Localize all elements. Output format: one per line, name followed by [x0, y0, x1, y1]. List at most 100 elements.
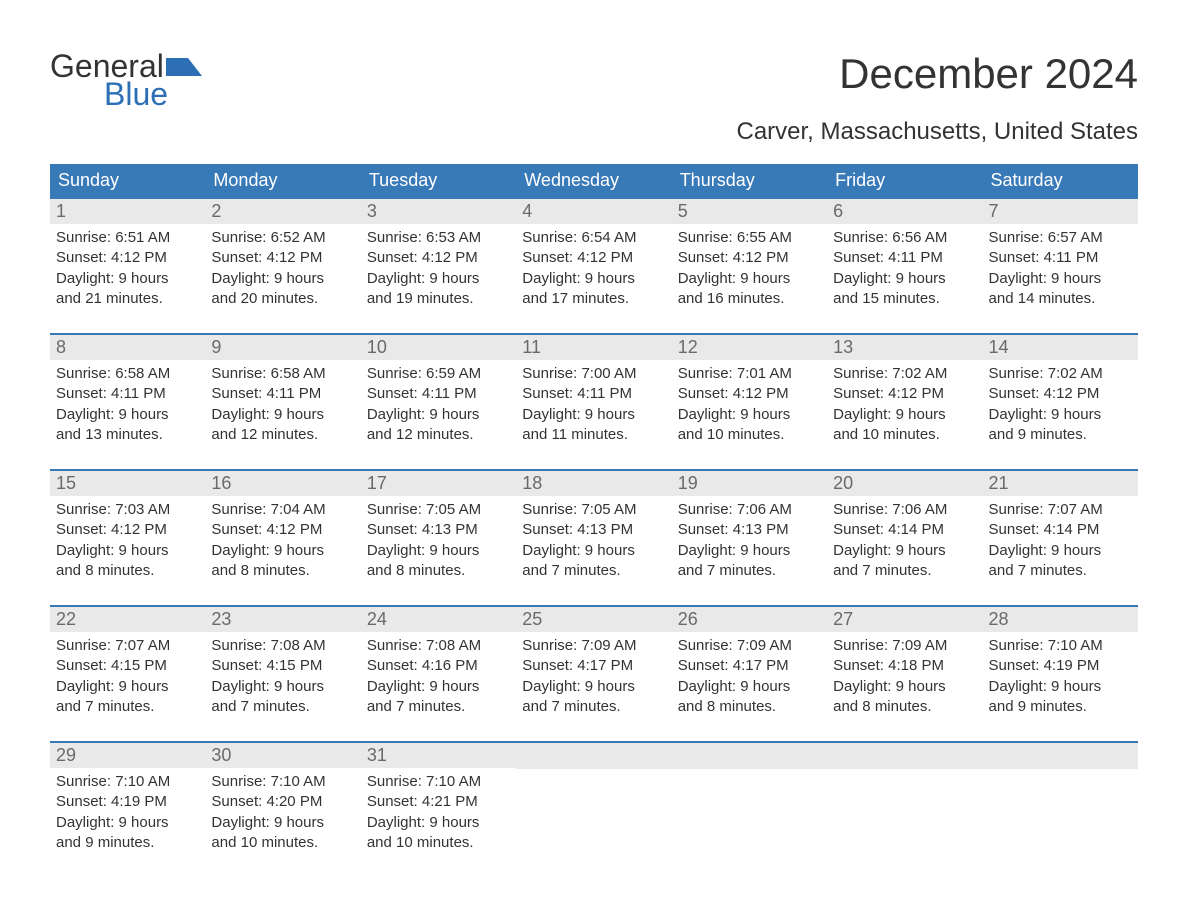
- day-number: 26: [672, 607, 827, 632]
- sunset-text: Sunset: 4:11 PM: [56, 384, 199, 404]
- day-cell: 24Sunrise: 7:08 AMSunset: 4:16 PMDayligh…: [361, 607, 516, 727]
- sunrise-text: Sunrise: 7:00 AM: [522, 364, 665, 384]
- sunrise-text: Sunrise: 7:06 AM: [678, 500, 821, 520]
- day-number: 12: [672, 335, 827, 360]
- day-number: 1: [50, 199, 205, 224]
- day-details: Sunrise: 7:00 AMSunset: 4:11 PMDaylight:…: [516, 360, 671, 451]
- day-details: Sunrise: 6:58 AMSunset: 4:11 PMDaylight:…: [205, 360, 360, 451]
- daylight-text: and 10 minutes.: [833, 425, 976, 445]
- day-cell: 8Sunrise: 6:58 AMSunset: 4:11 PMDaylight…: [50, 335, 205, 455]
- daylight-text: and 7 minutes.: [522, 561, 665, 581]
- sunset-text: Sunset: 4:12 PM: [56, 248, 199, 268]
- sunrise-text: Sunrise: 7:02 AM: [833, 364, 976, 384]
- day-cell: 7Sunrise: 6:57 AMSunset: 4:11 PMDaylight…: [983, 199, 1138, 319]
- daylight-text: Daylight: 9 hours: [367, 269, 510, 289]
- flag-icon: [166, 54, 202, 78]
- daylight-text: and 8 minutes.: [678, 697, 821, 717]
- daylight-text: and 7 minutes.: [211, 697, 354, 717]
- daylight-text: Daylight: 9 hours: [522, 405, 665, 425]
- day-number: [983, 743, 1138, 769]
- daylight-text: and 7 minutes.: [989, 561, 1132, 581]
- day-details: Sunrise: 7:05 AMSunset: 4:13 PMDaylight:…: [516, 496, 671, 587]
- day-number: 27: [827, 607, 982, 632]
- day-number: 4: [516, 199, 671, 224]
- sunrise-text: Sunrise: 7:01 AM: [678, 364, 821, 384]
- day-cell: 23Sunrise: 7:08 AMSunset: 4:15 PMDayligh…: [205, 607, 360, 727]
- day-number: 3: [361, 199, 516, 224]
- day-details: Sunrise: 6:59 AMSunset: 4:11 PMDaylight:…: [361, 360, 516, 451]
- day-number: 23: [205, 607, 360, 632]
- daylight-text: Daylight: 9 hours: [211, 269, 354, 289]
- daylight-text: and 9 minutes.: [989, 425, 1132, 445]
- day-cell: 25Sunrise: 7:09 AMSunset: 4:17 PMDayligh…: [516, 607, 671, 727]
- day-details: Sunrise: 6:52 AMSunset: 4:12 PMDaylight:…: [205, 224, 360, 315]
- sunset-text: Sunset: 4:16 PM: [367, 656, 510, 676]
- day-number: 6: [827, 199, 982, 224]
- daylight-text: and 17 minutes.: [522, 289, 665, 309]
- sunrise-text: Sunrise: 7:08 AM: [211, 636, 354, 656]
- sunset-text: Sunset: 4:12 PM: [833, 384, 976, 404]
- day-details: Sunrise: 6:57 AMSunset: 4:11 PMDaylight:…: [983, 224, 1138, 315]
- day-number: 18: [516, 471, 671, 496]
- day-details: Sunrise: 6:51 AMSunset: 4:12 PMDaylight:…: [50, 224, 205, 315]
- day-cell: 1Sunrise: 6:51 AMSunset: 4:12 PMDaylight…: [50, 199, 205, 319]
- sunset-text: Sunset: 4:13 PM: [522, 520, 665, 540]
- day-details: Sunrise: 7:09 AMSunset: 4:17 PMDaylight:…: [516, 632, 671, 723]
- day-cell: [672, 743, 827, 863]
- sunrise-text: Sunrise: 6:55 AM: [678, 228, 821, 248]
- day-details: Sunrise: 6:56 AMSunset: 4:11 PMDaylight:…: [827, 224, 982, 315]
- daylight-text: and 11 minutes.: [522, 425, 665, 445]
- daylight-text: and 10 minutes.: [678, 425, 821, 445]
- sunrise-text: Sunrise: 6:56 AM: [833, 228, 976, 248]
- sunset-text: Sunset: 4:11 PM: [833, 248, 976, 268]
- day-number: 8: [50, 335, 205, 360]
- day-details: Sunrise: 7:01 AMSunset: 4:12 PMDaylight:…: [672, 360, 827, 451]
- sunset-text: Sunset: 4:12 PM: [211, 520, 354, 540]
- sunset-text: Sunset: 4:12 PM: [56, 520, 199, 540]
- daylight-text: and 8 minutes.: [833, 697, 976, 717]
- day-details: Sunrise: 7:02 AMSunset: 4:12 PMDaylight:…: [827, 360, 982, 451]
- sunrise-text: Sunrise: 7:07 AM: [989, 500, 1132, 520]
- day-cell: 13Sunrise: 7:02 AMSunset: 4:12 PMDayligh…: [827, 335, 982, 455]
- daylight-text: Daylight: 9 hours: [211, 677, 354, 697]
- day-number: 2: [205, 199, 360, 224]
- sunrise-text: Sunrise: 6:52 AM: [211, 228, 354, 248]
- sunset-text: Sunset: 4:12 PM: [211, 248, 354, 268]
- day-cell: 18Sunrise: 7:05 AMSunset: 4:13 PMDayligh…: [516, 471, 671, 591]
- daylight-text: Daylight: 9 hours: [989, 269, 1132, 289]
- sunrise-text: Sunrise: 7:08 AM: [367, 636, 510, 656]
- daylight-text: Daylight: 9 hours: [678, 541, 821, 561]
- day-details: Sunrise: 7:08 AMSunset: 4:16 PMDaylight:…: [361, 632, 516, 723]
- day-details: Sunrise: 6:55 AMSunset: 4:12 PMDaylight:…: [672, 224, 827, 315]
- day-number: 16: [205, 471, 360, 496]
- day-details: Sunrise: 7:06 AMSunset: 4:14 PMDaylight:…: [827, 496, 982, 587]
- day-number: 30: [205, 743, 360, 768]
- daylight-text: Daylight: 9 hours: [833, 405, 976, 425]
- day-number: 22: [50, 607, 205, 632]
- daylight-text: Daylight: 9 hours: [989, 541, 1132, 561]
- daylight-text: and 19 minutes.: [367, 289, 510, 309]
- sunrise-text: Sunrise: 6:51 AM: [56, 228, 199, 248]
- weekday-label: Friday: [827, 164, 982, 197]
- day-details: Sunrise: 7:07 AMSunset: 4:14 PMDaylight:…: [983, 496, 1138, 587]
- day-number: 10: [361, 335, 516, 360]
- daylight-text: Daylight: 9 hours: [522, 269, 665, 289]
- day-cell: 27Sunrise: 7:09 AMSunset: 4:18 PMDayligh…: [827, 607, 982, 727]
- daylight-text: and 15 minutes.: [833, 289, 976, 309]
- daylight-text: Daylight: 9 hours: [367, 813, 510, 833]
- day-cell: 9Sunrise: 6:58 AMSunset: 4:11 PMDaylight…: [205, 335, 360, 455]
- daylight-text: and 14 minutes.: [989, 289, 1132, 309]
- day-cell: 3Sunrise: 6:53 AMSunset: 4:12 PMDaylight…: [361, 199, 516, 319]
- day-details: Sunrise: 7:02 AMSunset: 4:12 PMDaylight:…: [983, 360, 1138, 451]
- day-details: Sunrise: 7:03 AMSunset: 4:12 PMDaylight:…: [50, 496, 205, 587]
- sunset-text: Sunset: 4:12 PM: [522, 248, 665, 268]
- day-cell: 2Sunrise: 6:52 AMSunset: 4:12 PMDaylight…: [205, 199, 360, 319]
- weekday-label: Monday: [205, 164, 360, 197]
- day-number: 13: [827, 335, 982, 360]
- sunrise-text: Sunrise: 7:10 AM: [56, 772, 199, 792]
- daylight-text: Daylight: 9 hours: [522, 677, 665, 697]
- daylight-text: and 8 minutes.: [56, 561, 199, 581]
- daylight-text: Daylight: 9 hours: [678, 677, 821, 697]
- day-cell: 22Sunrise: 7:07 AMSunset: 4:15 PMDayligh…: [50, 607, 205, 727]
- day-number: 19: [672, 471, 827, 496]
